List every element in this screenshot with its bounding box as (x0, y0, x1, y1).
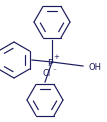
Text: P: P (47, 59, 53, 67)
Text: ⁻: ⁻ (52, 68, 56, 74)
Text: Cl: Cl (43, 70, 51, 78)
Text: +: + (53, 54, 59, 60)
Text: OH: OH (88, 63, 102, 72)
